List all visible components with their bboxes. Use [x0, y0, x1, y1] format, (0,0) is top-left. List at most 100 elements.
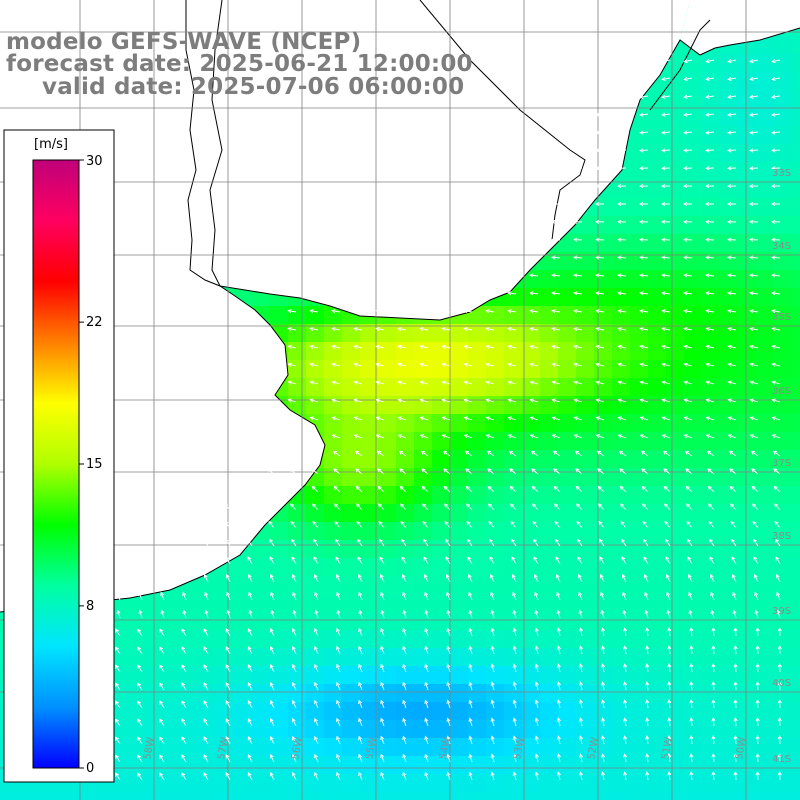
wind-arrow: [465, 468, 473, 475]
field-cell: [702, 486, 721, 505]
field-cell: [342, 648, 361, 667]
wind-arrow: [402, 681, 407, 691]
field-cell: [162, 594, 181, 613]
field-cell: [522, 702, 541, 721]
field-cell: [576, 270, 595, 289]
wind-arrow: [225, 754, 231, 763]
wind-arrow: [292, 609, 297, 619]
field-cell: [450, 720, 469, 739]
field-cell: [378, 540, 397, 559]
wind-arrow: [115, 754, 121, 763]
wind-arrow: [182, 609, 187, 619]
wind-arrow: [749, 237, 759, 242]
field-cell: [288, 540, 307, 559]
field-cell: [144, 684, 163, 703]
wind-arrow: [573, 184, 583, 189]
field-cell: [612, 216, 631, 235]
field-cell: [450, 630, 469, 649]
field-cell: [324, 666, 343, 685]
wind-arrow: [666, 609, 671, 619]
wind-arrow: [711, 735, 716, 745]
field-cell: [378, 576, 397, 595]
field-cell: [738, 54, 757, 73]
wind-arrow: [443, 468, 451, 475]
wind-arrow: [423, 556, 429, 565]
field-cell: [432, 342, 451, 361]
wind-arrow: [749, 59, 759, 64]
wind-arrow: [353, 326, 363, 332]
field-cell: [144, 702, 163, 721]
wind-arrow: [529, 326, 539, 332]
field-cell: [360, 738, 379, 757]
colorbar-scale: [32, 159, 80, 769]
wind-arrow: [689, 627, 694, 637]
field-cell: [684, 558, 703, 577]
wind-arrow: [600, 609, 605, 619]
wind-arrow: [578, 771, 583, 781]
field-cell: [504, 360, 523, 379]
field-cell: [360, 486, 379, 505]
field-cell: [720, 468, 739, 487]
field-cell: [378, 738, 397, 757]
field-cell: [468, 360, 487, 379]
wind-arrow: [336, 771, 341, 781]
field-cell: [666, 324, 685, 343]
field-cell: [702, 414, 721, 433]
wind-arrow: [645, 735, 650, 745]
wind-arrow: [705, 130, 715, 135]
grid-labels: 33S34S35S36S37S38S39S40S41S59W58W57W56W5…: [68, 168, 791, 765]
field-cell: [720, 684, 739, 703]
wind-arrow: [160, 609, 165, 619]
field-cell: [684, 126, 703, 145]
field-cell: [756, 162, 775, 181]
field-cell: [648, 306, 667, 325]
wind-arrow: [490, 717, 495, 727]
field-cell: [648, 234, 667, 253]
wind-arrow: [705, 237, 715, 242]
field-cell: [468, 558, 487, 577]
field-cell: [792, 270, 800, 289]
field-cell: [162, 630, 181, 649]
field-cell: [234, 576, 253, 595]
field-cell: [306, 522, 325, 541]
wind-arrow: [380, 609, 385, 619]
wind-arrow: [601, 627, 606, 637]
wind-arrow: [573, 112, 583, 117]
wind-arrow: [181, 628, 187, 637]
wind-arrow: [375, 362, 385, 367]
field-cell: [144, 594, 163, 613]
wind-arrow: [467, 573, 473, 583]
field-cell: [774, 792, 793, 800]
wind-arrow: [601, 663, 606, 673]
wind-arrow: [314, 717, 319, 727]
longitude-label: 58W: [142, 736, 157, 760]
wind-arrow: [667, 681, 672, 691]
field-cell: [144, 756, 163, 775]
field-cell: [540, 378, 559, 397]
field-cell: [360, 360, 379, 379]
wind-arrow: [268, 520, 275, 529]
field-cell: [684, 198, 703, 217]
field-cell: [648, 594, 667, 613]
wind-arrow: [375, 309, 385, 314]
field-cell: [720, 720, 739, 739]
wind-arrow: [705, 255, 715, 260]
field-cell: [288, 324, 307, 343]
field-cell: [198, 576, 217, 595]
wind-arrow: [620, 520, 627, 529]
wind-arrow: [291, 681, 297, 691]
wind-arrow: [711, 717, 716, 727]
field-cell: [630, 324, 649, 343]
field-cell: [432, 738, 451, 757]
field-cell: [270, 738, 289, 757]
wind-arrow: [556, 699, 561, 709]
wind-arrow: [115, 700, 121, 709]
wind-arrow: [529, 416, 539, 421]
wind-arrow: [661, 291, 671, 296]
field-cell: [486, 576, 505, 595]
field-cell: [414, 504, 433, 523]
field-cell: [270, 306, 289, 325]
wind-arrow: [639, 291, 649, 296]
field-cell: [288, 576, 307, 595]
field-cell: [576, 738, 595, 757]
